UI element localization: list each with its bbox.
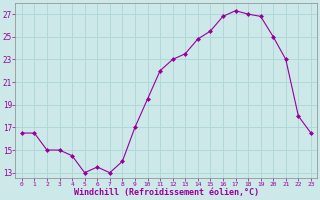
X-axis label: Windchill (Refroidissement éolien,°C): Windchill (Refroidissement éolien,°C) <box>74 188 259 197</box>
